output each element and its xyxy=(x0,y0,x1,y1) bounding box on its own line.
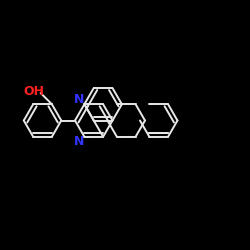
Text: N: N xyxy=(74,93,84,106)
Text: N: N xyxy=(74,135,84,148)
Text: OH: OH xyxy=(23,84,44,98)
